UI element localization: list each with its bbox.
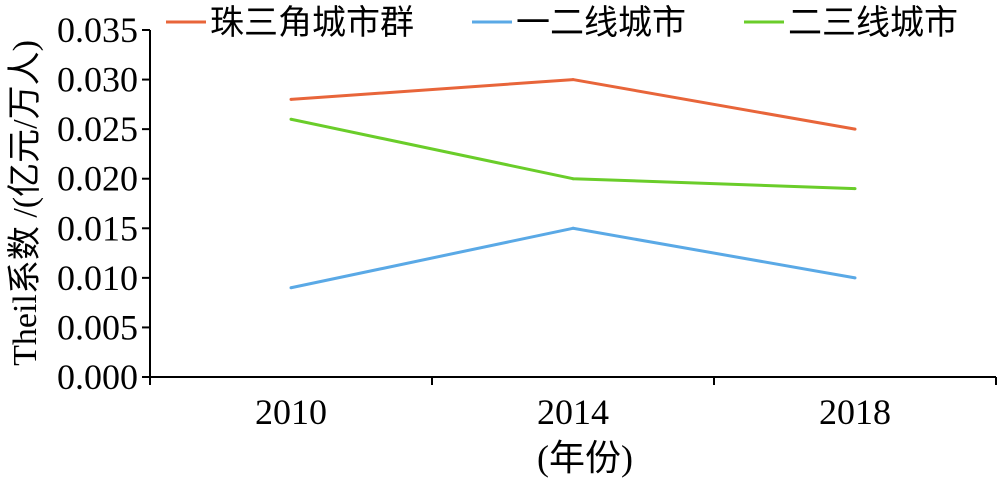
- data-point: [289, 286, 293, 290]
- data-point: [571, 226, 575, 230]
- legend-label: 一二线城市: [516, 4, 686, 42]
- y-tick-label: 0.000: [57, 357, 138, 397]
- y-tick-label: 0.035: [57, 10, 138, 50]
- x-axis-label: (年份): [537, 438, 633, 478]
- y-tick-label: 0.010: [57, 258, 138, 298]
- series-line-0: [290, 78, 856, 131]
- data-point: [853, 127, 857, 131]
- y-tick-label: 0.030: [57, 60, 138, 100]
- y-tick-label: 0.020: [57, 159, 138, 199]
- y-tick-label: 0.015: [57, 208, 138, 248]
- data-point: [289, 97, 293, 101]
- series-line-1: [290, 226, 856, 290]
- series-lines: [289, 78, 857, 290]
- y-ticks: 0.000 0.005 0.010 0.015 0.020 0.025 0.030 0.035: [57, 10, 150, 397]
- legend-label: 珠三角城市群: [210, 4, 414, 42]
- x-tick-label: 2018: [819, 392, 891, 432]
- axes: [149, 30, 996, 378]
- x-tick-label: 2014: [537, 392, 609, 432]
- legend: 珠三角城市群 一二线城市 二三线城市: [166, 4, 958, 42]
- legend-label: 二三线城市: [788, 4, 958, 42]
- data-point: [289, 117, 293, 121]
- y-tick-label: 0.025: [57, 109, 138, 149]
- data-point: [571, 78, 575, 82]
- data-point: [571, 177, 575, 181]
- data-point: [853, 276, 857, 280]
- x-tick-label: 2010: [255, 392, 327, 432]
- x-ticks: 2010 2014 2018: [149, 377, 997, 432]
- y-axis-label: Theil系数 /(亿元/万人): [6, 40, 44, 366]
- data-point: [853, 187, 857, 191]
- y-tick-label: 0.005: [57, 307, 138, 347]
